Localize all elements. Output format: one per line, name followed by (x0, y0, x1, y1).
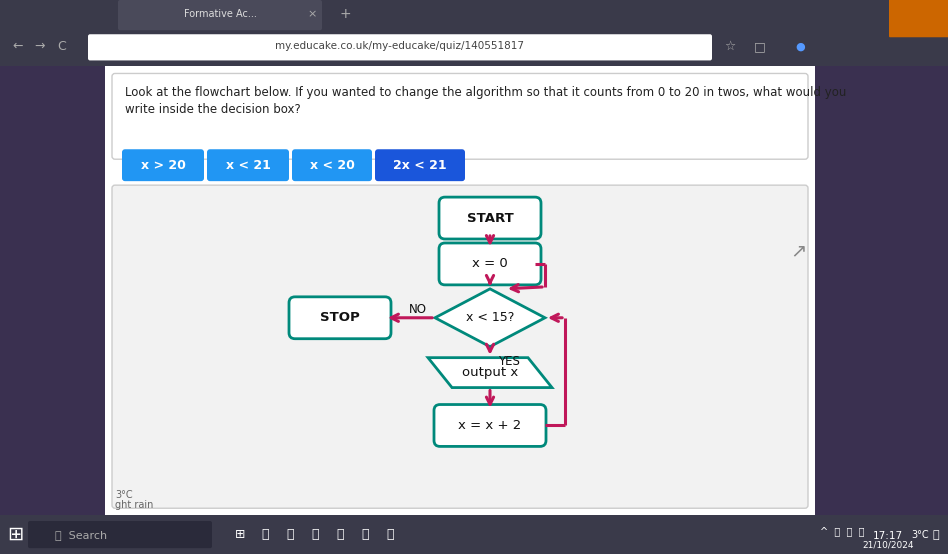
FancyBboxPatch shape (375, 149, 465, 181)
FancyBboxPatch shape (118, 0, 322, 30)
FancyBboxPatch shape (289, 297, 391, 338)
Text: 🔔: 🔔 (933, 530, 939, 540)
Text: 2x < 21: 2x < 21 (393, 158, 447, 172)
Text: C: C (58, 40, 66, 53)
FancyBboxPatch shape (28, 521, 212, 548)
Text: 🎵: 🎵 (386, 528, 393, 541)
Text: ⊞: ⊞ (7, 525, 23, 544)
Text: ←: ← (12, 40, 24, 53)
FancyBboxPatch shape (0, 66, 105, 515)
Text: +: + (339, 7, 351, 21)
FancyBboxPatch shape (112, 74, 808, 159)
Text: ☆: ☆ (724, 40, 736, 53)
Text: Look at the flowchart below. If you wanted to change the algorithm so that it co: Look at the flowchart below. If you want… (125, 86, 847, 99)
Text: 🔍  Search: 🔍 Search (55, 530, 107, 540)
Text: ⊞: ⊞ (235, 528, 246, 541)
Text: YES: YES (498, 355, 520, 368)
Polygon shape (435, 289, 545, 347)
Text: START: START (466, 212, 514, 224)
Text: x > 20: x > 20 (140, 158, 186, 172)
Text: 📁: 📁 (286, 528, 294, 541)
Text: 17:17: 17:17 (873, 531, 903, 541)
Text: ●: ● (795, 42, 805, 52)
FancyBboxPatch shape (105, 66, 815, 515)
FancyBboxPatch shape (292, 149, 372, 181)
Text: x = x + 2: x = x + 2 (459, 419, 521, 432)
FancyBboxPatch shape (439, 197, 541, 239)
FancyBboxPatch shape (439, 243, 541, 285)
Text: 📋: 📋 (361, 528, 369, 541)
Text: ×: × (307, 9, 317, 19)
Text: NO: NO (409, 303, 427, 316)
Text: my.educake.co.uk/my-educake/quiz/140551817: my.educake.co.uk/my-educake/quiz/1405518… (276, 42, 524, 52)
Text: ↗: ↗ (790, 241, 807, 260)
Text: x < 15?: x < 15? (465, 311, 514, 324)
Text: 21/10/2024: 21/10/2024 (863, 541, 914, 550)
Text: □: □ (754, 40, 766, 53)
FancyBboxPatch shape (122, 149, 204, 181)
Text: output x: output x (462, 366, 519, 379)
Text: x < 21: x < 21 (226, 158, 270, 172)
FancyBboxPatch shape (112, 185, 808, 508)
FancyBboxPatch shape (207, 149, 289, 181)
Text: 📧: 📧 (311, 528, 319, 541)
FancyBboxPatch shape (810, 66, 948, 515)
Text: 🌐: 🌐 (262, 528, 268, 541)
Text: ^  🔊  📶  🔋: ^ 🔊 📶 🔋 (820, 526, 865, 536)
Text: write inside the decision box?: write inside the decision box? (125, 104, 301, 116)
Text: 3°C: 3°C (115, 490, 133, 500)
Text: x < 20: x < 20 (310, 158, 355, 172)
Text: Formative Ac...: Formative Ac... (184, 9, 257, 19)
FancyBboxPatch shape (434, 404, 546, 447)
Text: 🔵: 🔵 (337, 528, 344, 541)
Text: x = 0: x = 0 (472, 258, 508, 270)
Text: STOP: STOP (320, 311, 360, 324)
Text: 3°C: 3°C (911, 530, 929, 540)
Polygon shape (428, 358, 552, 388)
FancyBboxPatch shape (88, 34, 712, 60)
Text: →: → (35, 40, 46, 53)
FancyBboxPatch shape (889, 0, 948, 37)
Text: ght rain: ght rain (115, 500, 154, 510)
